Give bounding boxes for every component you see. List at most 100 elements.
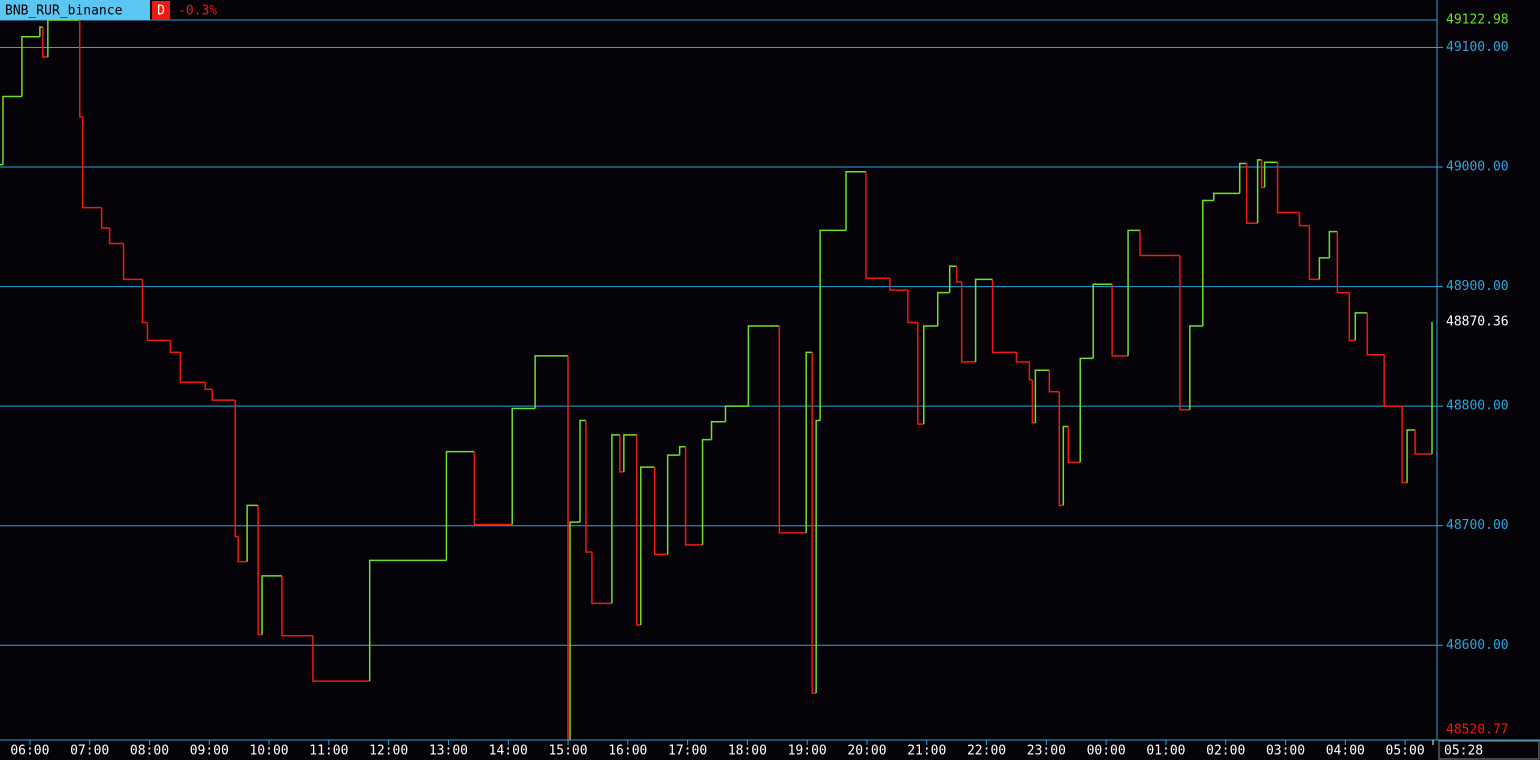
- price-step: [1308, 225, 1320, 281]
- price-step: [81, 116, 102, 209]
- price-step: [1202, 199, 1214, 327]
- price-step: [211, 389, 236, 401]
- price-step: [636, 434, 641, 626]
- price-step: [42, 27, 48, 58]
- price-step: [960, 281, 976, 363]
- price-step: [1092, 283, 1113, 359]
- price-step: [1328, 230, 1338, 258]
- price-step: [39, 26, 43, 37]
- x-tick-label: 18:00: [728, 744, 767, 759]
- x-tick-label: 20:00: [847, 744, 886, 759]
- price-step: [923, 325, 938, 425]
- price-step: [1414, 430, 1433, 455]
- x-tick-label: 10:00: [249, 744, 288, 759]
- x-tick-label: 22:00: [967, 744, 1006, 759]
- price-step: [146, 322, 171, 342]
- price-step: [1179, 255, 1190, 411]
- price-step: [473, 451, 513, 526]
- price-step: [701, 438, 712, 545]
- price-step: [1111, 284, 1129, 357]
- price-step: [1139, 230, 1180, 257]
- price-step: [907, 290, 918, 324]
- price-step: [1062, 425, 1069, 506]
- y-tick-label: 48800.00: [1446, 399, 1509, 414]
- price-step: [1015, 352, 1030, 363]
- price-step: [778, 326, 807, 534]
- timeframe: D: [157, 4, 165, 19]
- price-step: [204, 382, 213, 391]
- price-step: [78, 19, 83, 118]
- price-step: [234, 400, 239, 538]
- y-tick-label: 49000.00: [1446, 160, 1509, 175]
- price-step: [1058, 391, 1064, 507]
- last-label: 48870.36: [1446, 315, 1509, 330]
- price-step: [819, 229, 847, 421]
- price-step: [1336, 231, 1350, 294]
- x-tick-label: 00:00: [1087, 744, 1126, 759]
- price-step: [591, 552, 612, 605]
- price-step: [1127, 229, 1141, 356]
- x-tick-label: 04:00: [1326, 744, 1365, 759]
- x-tick-label: 03:00: [1266, 744, 1305, 759]
- price-step: [948, 265, 957, 293]
- min-label-bg: [1438, 722, 1540, 738]
- price-step: [261, 575, 283, 635]
- y-tick-label: 48900.00: [1446, 279, 1509, 294]
- price-step: [955, 266, 962, 283]
- price-step: [653, 467, 668, 556]
- price-step: [141, 279, 148, 324]
- price-step: [936, 291, 950, 327]
- price-step: [122, 243, 143, 281]
- price-step: [246, 504, 259, 562]
- change: -0.3%: [178, 4, 217, 19]
- price-step: [368, 559, 447, 682]
- price-step: [815, 419, 821, 694]
- x-tick-label: 09:00: [190, 744, 229, 759]
- price-step: [1189, 325, 1203, 410]
- y-tick-label: 48700.00: [1446, 518, 1509, 533]
- current-time-box: [1438, 740, 1540, 760]
- price-step: [281, 575, 313, 637]
- symbol: BNB_RUR_binance: [5, 4, 123, 19]
- price-step: [237, 536, 248, 563]
- min-label: 48520.77: [1446, 723, 1509, 738]
- x-tick-label: 21:00: [907, 744, 946, 759]
- x-tick-label: 15:00: [548, 744, 587, 759]
- x-tick-label: 13:00: [429, 744, 468, 759]
- price-step: [312, 635, 370, 682]
- price-step: [108, 228, 124, 245]
- price-step: [1354, 312, 1368, 341]
- price-step: [1034, 369, 1050, 423]
- price-step: [811, 352, 817, 694]
- price-step: [1067, 426, 1081, 464]
- max-label-bg: [1438, 11, 1540, 28]
- price-step: [611, 434, 620, 604]
- price-step: [1245, 163, 1258, 224]
- x-tick-label: 08:00: [130, 744, 169, 759]
- price-step: [1031, 379, 1036, 424]
- last-label-bg: [1438, 314, 1540, 331]
- price-step: [666, 454, 680, 555]
- price-step: [1048, 370, 1060, 393]
- price-step: [845, 171, 866, 231]
- price-step: [1318, 257, 1330, 280]
- price-step: [1366, 312, 1385, 356]
- price-step: [169, 340, 181, 354]
- x-tick-label: 19:00: [788, 744, 827, 759]
- price-step: [747, 325, 780, 407]
- x-tick-label: 17:00: [668, 744, 707, 759]
- price-step: [678, 446, 686, 456]
- price-step: [684, 446, 703, 546]
- price-step: [100, 207, 110, 229]
- current-time-label: 05:28: [1444, 744, 1483, 759]
- x-tick-label: 07:00: [70, 744, 109, 759]
- price-step: [974, 278, 993, 362]
- price-step: [889, 278, 908, 291]
- x-tick-label: 01:00: [1146, 744, 1185, 759]
- price-step: [534, 355, 569, 409]
- price-step: [1406, 429, 1416, 483]
- price-step: [1263, 161, 1278, 188]
- price-step: [1238, 162, 1247, 194]
